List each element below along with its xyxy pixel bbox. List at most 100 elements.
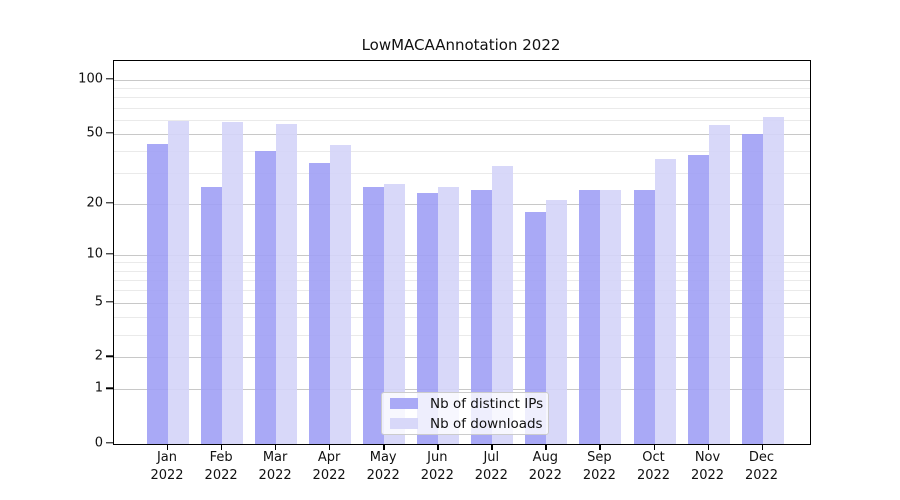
y-tick-label-100: 100 xyxy=(78,71,103,87)
legend-label-distinct-ips: Nb of distinct IPs xyxy=(430,395,544,412)
gridline-major-1 xyxy=(114,389,810,391)
bar-downloads-may xyxy=(384,183,406,444)
gridline-minor-4 xyxy=(114,317,810,318)
gridline-minor-9 xyxy=(114,262,810,264)
gridline-minor-70 xyxy=(114,107,810,109)
y-tick-label-50: 50 xyxy=(86,125,103,141)
bar-downloads-oct xyxy=(654,159,676,444)
y-tick-label-0: 0 xyxy=(94,435,103,451)
x-tick-year: 2022 xyxy=(312,468,346,483)
plot-area: Nb of distinct IPs Nb of downloads xyxy=(113,60,811,445)
bar-distinct-ips-may xyxy=(363,186,385,444)
legend-item-downloads: Nb of downloads xyxy=(382,415,548,432)
gridline-major-20 xyxy=(114,203,810,205)
gridline-major-100 xyxy=(114,79,810,81)
y-tick-label-5: 5 xyxy=(94,294,103,310)
x-tick-label-jan: Jan 2022 xyxy=(132,449,202,485)
gridline-major-5 xyxy=(114,302,810,304)
bar-distinct-ips-jun xyxy=(417,193,439,444)
x-tick-mark-aug xyxy=(545,444,547,450)
y-tick-mark-1 xyxy=(106,387,113,389)
gridline-minor-7 xyxy=(114,279,810,281)
x-tick-year: 2022 xyxy=(474,468,508,483)
x-tick-label-dec: Dec 2022 xyxy=(727,449,797,485)
y-tick-mark-5 xyxy=(106,300,113,303)
x-tick-month: Feb xyxy=(209,450,233,465)
x-tick-mark-sep xyxy=(599,444,601,450)
bar-distinct-ips-sep xyxy=(579,189,601,444)
bar-distinct-ips-mar xyxy=(255,150,277,444)
x-tick-mark-feb xyxy=(221,444,223,450)
bar-distinct-ips-dec xyxy=(741,133,763,444)
x-tick-year: 2022 xyxy=(366,468,400,483)
x-tick-label-sep: Sep 2022 xyxy=(564,449,634,485)
legend-label-downloads: Nb of downloads xyxy=(430,415,543,432)
gridline-minor-60 xyxy=(114,119,810,121)
y-tick-mark-10 xyxy=(106,252,113,255)
legend-swatch-downloads xyxy=(390,418,418,429)
gridline-minor-90 xyxy=(114,87,810,89)
bar-distinct-ips-jan xyxy=(147,143,168,444)
legend-item-distinct-ips: Nb of distinct IPs xyxy=(382,395,548,412)
y-tick-mark-100 xyxy=(106,77,113,80)
x-tick-mark-nov xyxy=(707,444,709,450)
bar-downloads-aug xyxy=(546,200,568,444)
x-tick-month: Dec xyxy=(748,450,775,465)
x-tick-month: Aug xyxy=(532,450,558,465)
x-tick-mark-oct xyxy=(653,444,655,450)
y-tick-label-10: 10 xyxy=(86,246,103,262)
x-tick-label-nov: Nov 2022 xyxy=(673,449,743,485)
chart-title: LowMACAAnnotation 2022 xyxy=(361,36,561,54)
gridline-minor-80 xyxy=(114,97,810,99)
gridline-minor-40 xyxy=(114,150,810,152)
gridline-minor-3 xyxy=(114,334,810,336)
x-tick-label-aug: Aug 2022 xyxy=(510,449,580,485)
x-tick-year: 2022 xyxy=(636,468,671,483)
x-tick-year: 2022 xyxy=(528,468,562,483)
gridline-minor-6 xyxy=(114,290,810,292)
x-tick-mark-jun xyxy=(437,444,439,450)
x-tick-mark-mar xyxy=(275,444,277,450)
x-tick-mark-apr xyxy=(329,444,331,450)
x-tick-month: Oct xyxy=(642,450,665,465)
bar-downloads-sep xyxy=(600,189,622,444)
x-tick-month: Sep xyxy=(587,450,612,465)
gridline-major-10 xyxy=(114,254,810,256)
x-tick-year: 2022 xyxy=(744,468,779,483)
y-tick-mark-50 xyxy=(106,131,113,134)
y-tick-mark-2 xyxy=(106,355,113,357)
x-tick-month: Nov xyxy=(694,450,721,465)
x-tick-month: Jul xyxy=(483,450,500,465)
gridline-major-2 xyxy=(114,357,810,359)
y-tick-label-2: 2 xyxy=(94,348,103,364)
x-tick-month: Apr xyxy=(317,450,341,465)
bar-distinct-ips-nov xyxy=(687,154,709,444)
bar-downloads-feb xyxy=(222,122,243,444)
x-tick-year: 2022 xyxy=(420,468,454,483)
x-tick-year: 2022 xyxy=(582,468,616,483)
y-tick-mark-20 xyxy=(106,201,113,204)
bar-downloads-jul xyxy=(492,165,514,444)
x-tick-mark-may xyxy=(383,444,385,450)
x-tick-year: 2022 xyxy=(204,468,238,483)
x-tick-year: 2022 xyxy=(690,468,725,483)
bar-downloads-jan xyxy=(168,120,189,444)
x-tick-month: Jun xyxy=(427,450,448,465)
x-tick-label-feb: Feb 2022 xyxy=(186,449,256,485)
bar-distinct-ips-feb xyxy=(201,186,222,444)
x-tick-month: May xyxy=(369,450,397,465)
x-tick-label-may: May 2022 xyxy=(348,449,418,485)
x-tick-label-apr: Apr 2022 xyxy=(294,449,364,485)
bar-downloads-dec xyxy=(762,117,784,444)
gridline-major-50 xyxy=(114,133,810,135)
x-tick-mark-dec xyxy=(761,444,763,450)
y-tick-mark-0 xyxy=(106,442,113,444)
x-tick-mark-jul xyxy=(491,444,493,450)
x-tick-year: 2022 xyxy=(150,468,184,483)
bar-distinct-ips-aug xyxy=(525,211,547,444)
bar-distinct-ips-apr xyxy=(309,163,331,444)
x-tick-label-oct: Oct 2022 xyxy=(619,449,689,485)
gridline-minor-30 xyxy=(114,172,810,174)
y-tick-label-20: 20 xyxy=(86,195,103,211)
